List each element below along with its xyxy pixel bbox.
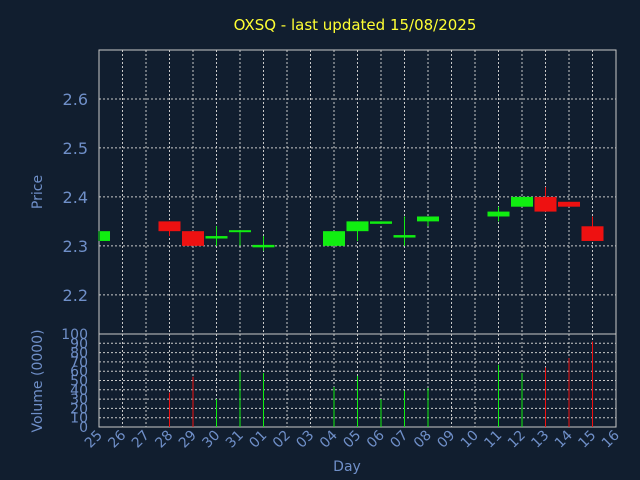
- candle-body: [229, 230, 251, 233]
- day-tick-label: 12: [505, 428, 529, 452]
- volume-tick-label: 100: [61, 327, 88, 343]
- day-tick-label: 04: [317, 427, 341, 451]
- candle-body: [487, 211, 510, 217]
- volume-tick-label: 20: [70, 401, 88, 417]
- price-tick-label: 2.3: [63, 237, 88, 256]
- volume-tick-label: 50: [70, 374, 88, 390]
- price-tick-label: 2.5: [63, 139, 88, 158]
- day-tick-label: 16: [599, 427, 623, 451]
- day-tick-label: 26: [105, 427, 129, 451]
- candle-body: [100, 231, 110, 241]
- candle-body: [534, 196, 557, 212]
- day-tick-label: 09: [434, 428, 458, 452]
- day-tick-label: 30: [199, 428, 223, 452]
- volume-tick-label: 60: [70, 364, 88, 380]
- day-tick-label: 07: [387, 428, 411, 452]
- day-tick-label: 31: [223, 428, 247, 452]
- day-axis-label: Day: [333, 459, 361, 475]
- price-axis-label: Price: [30, 175, 46, 209]
- candle-body: [205, 236, 228, 239]
- candle-body: [417, 216, 439, 222]
- candle-body: [393, 235, 416, 238]
- day-tick-label: 28: [152, 428, 176, 452]
- candle-body: [323, 231, 345, 246]
- price-gridlines: [99, 50, 616, 334]
- volume-tick-label: 90: [70, 336, 88, 352]
- day-tick-label: 13: [528, 428, 552, 452]
- day-axis-ticks: 25 26 27 28 29 30 31 01 02 03 04 05 06 07 08 09 10 11 12 13…: [82, 427, 623, 451]
- day-tick-label: 03: [293, 428, 317, 452]
- volume-tick-label: 30: [70, 392, 88, 408]
- price-axis-ticks: 2.2 2.3 2.4 2.5 2.6: [63, 90, 88, 305]
- day-tick-label: 14: [552, 427, 576, 451]
- day-tick-label: 02: [270, 428, 294, 452]
- price-tick-label: 2.4: [63, 188, 88, 207]
- candle-body: [511, 196, 533, 207]
- day-tick-label: 11: [481, 428, 505, 452]
- day-tick-label: 15: [575, 428, 599, 452]
- candle-body: [581, 226, 604, 241]
- volume-tick-label: 80: [70, 346, 88, 362]
- candle-body: [558, 201, 580, 207]
- day-tick-label: 05: [340, 428, 364, 452]
- volume-tick-label: 70: [70, 355, 88, 371]
- volume-tick-label: 40: [70, 383, 88, 399]
- candle-body: [182, 231, 204, 246]
- candle-body: [158, 221, 181, 232]
- candle-body: [252, 244, 275, 248]
- chart-title: OXSQ - last updated 15/08/2025: [234, 16, 477, 34]
- volume-axis-label: Volume (0000): [30, 329, 46, 432]
- candle-body: [346, 221, 369, 232]
- day-tick-label: 06: [364, 427, 388, 451]
- volume-tick-label: 0: [79, 420, 88, 436]
- price-tick-label: 2.6: [63, 90, 88, 109]
- volume-tick-label: 10: [70, 411, 88, 427]
- candle-body: [370, 221, 392, 224]
- price-candles: [98, 187, 604, 251]
- day-tick-label: 29: [176, 428, 200, 452]
- day-tick-label: 01: [246, 428, 270, 452]
- volume-bars: [169, 341, 593, 427]
- day-tick-label: 10: [458, 428, 482, 452]
- day-tick-label: 27: [129, 428, 153, 452]
- day-tick-label: 08: [411, 428, 435, 452]
- price-tick-label: 2.2: [63, 286, 88, 305]
